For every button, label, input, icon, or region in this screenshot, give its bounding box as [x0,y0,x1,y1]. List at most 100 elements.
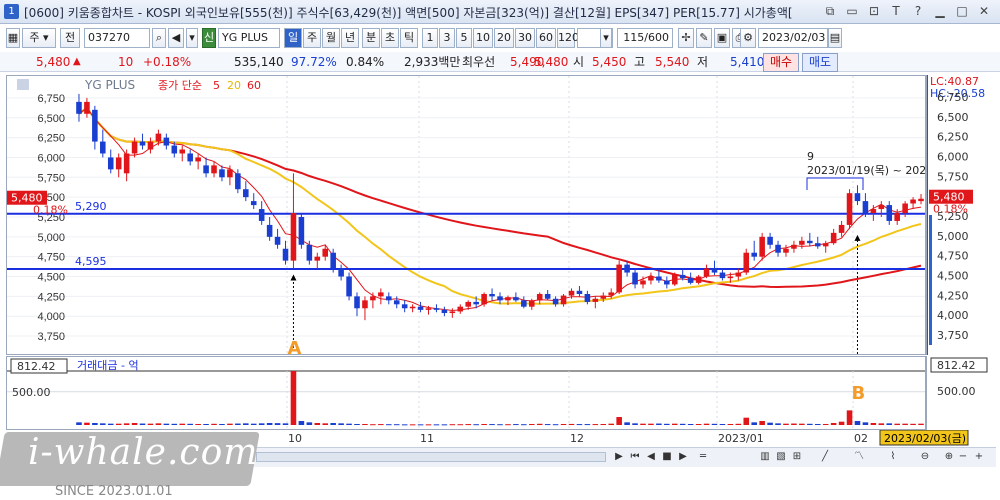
volume-bar [775,423,781,425]
volume-bar [171,423,178,425]
interval-dropdown-icon[interactable]: ▾ [600,28,612,48]
bar-icon[interactable]: ⊞ [792,451,802,462]
scroll-end-left-icon[interactable]: ▶ [615,451,623,462]
axis-range-bar [929,215,932,345]
help-icon[interactable]: ? [914,4,922,18]
dropdown-icon[interactable]: ▾ [186,28,198,48]
support-line-label: 4,595 [75,255,107,268]
chart-type-icon[interactable]: ▥ [760,451,770,462]
save-icon[interactable]: ▣ [714,28,730,48]
interval-30[interactable]: 30 [515,28,535,48]
scroll-track[interactable] [256,452,606,462]
date-input[interactable]: 2023/02/03 [758,28,828,48]
candle-body [799,240,805,245]
count-input[interactable]: 115/600 [617,28,673,48]
tab-minute[interactable]: 분 [362,28,380,48]
candle-body [298,216,305,245]
volume-bar [481,424,487,426]
y-tick-label-left: 5,000 [37,232,65,244]
volume-bar [465,424,472,426]
line-tool-icon[interactable]: ╱ [821,451,829,462]
zoom-slider-icon[interactable]: ═ [699,451,707,462]
trend-tool-icon[interactable]: 〽 [854,451,864,462]
price-chart[interactable]: 6,7506,5006,2506,0005,7505,5005,2505,000… [7,76,925,354]
y-tick-label-right: 4,250 [937,289,969,302]
volume-bar [219,424,225,426]
volume-bar [266,423,273,425]
tab-tick[interactable]: 틱 [400,28,418,48]
speaker-icon[interactable]: ◀ [168,28,184,48]
play-icon[interactable]: ▶ [679,451,687,462]
current-price-badge-text: 5,480 [933,191,965,204]
scroll-step-icon[interactable]: ⏮ [630,451,640,462]
font-icon[interactable]: T [892,4,900,18]
draw-icon[interactable]: ✎ [696,28,712,48]
volume-bar [695,424,702,426]
tab-month[interactable]: 월 [322,28,340,48]
settings-icon[interactable]: ⚙ [740,28,756,48]
interval-3[interactable]: 3 [439,28,455,48]
close-icon[interactable]: ✕ [978,4,990,18]
layout-icon[interactable]: ▭ [846,4,858,18]
candle-body [362,300,368,309]
candle-body [727,276,734,279]
volume-axis: 812.42 500.00 [926,356,996,430]
volume-bar [711,423,718,425]
sell-button[interactable]: 매도 [802,53,838,72]
y-tick-label-left: 6,250 [37,133,65,145]
zoom-in-icon[interactable]: ⊕ [944,451,954,462]
best-quote-label: 최우선 [462,55,496,69]
candle-body [791,244,797,249]
volume-bar [123,423,130,425]
price-chart-panel[interactable]: 6,750 6,500 6,250 6,000 5,750 5,500 5,250 5,000… [6,75,926,355]
maximize-icon[interactable]: □ [956,4,968,18]
volume-panel[interactable]: 거래대금 - 억 500.00 B 812.42 [6,356,926,430]
tab-week[interactable]: 주 [303,28,321,48]
volume-ratio: 97.72% [291,55,337,69]
candle-body [76,101,82,114]
price-change: 10 [118,55,134,69]
buy-button[interactable]: 매수 [763,53,799,72]
search-icon[interactable]: ⌕ [152,28,166,48]
stock-code-input[interactable]: 037270 [84,28,150,48]
candle-body [497,296,503,301]
candle-body [433,308,440,310]
scroll-prev-icon[interactable]: ◀ [647,451,655,462]
pin-icon[interactable]: ⊡ [868,4,880,18]
volume-bar [814,424,821,426]
volume-bar [807,423,813,425]
volume-bar [600,424,607,426]
volume-chart[interactable]: 거래대금 - 억 500.00 B 812.42 [7,357,925,429]
volume-bar [243,423,249,425]
period-combo[interactable]: 주 ▾ [22,28,56,48]
calendar-icon[interactable]: ▤ [828,28,842,48]
interval-1[interactable]: 1 [422,28,438,48]
interval-20[interactable]: 20 [494,28,514,48]
interval-60[interactable]: 60 [536,28,556,48]
tab-year[interactable]: 년 [341,28,359,48]
interval-120[interactable]: 120 [557,28,579,48]
grid-icon[interactable]: ▦ [6,28,20,48]
prev-button[interactable]: 전 [60,28,80,48]
stop-icon[interactable]: ■ [662,451,672,462]
candle-body [521,300,527,307]
zoom-plus-icon[interactable]: + [974,451,984,462]
volume-bar [576,424,583,426]
candle-icon[interactable]: ▧ [776,451,786,462]
tab-day[interactable]: 일 [284,28,302,48]
crosshair-icon[interactable]: ✢ [678,28,694,48]
candle-body [457,306,464,312]
interval-5[interactable]: 5 [456,28,472,48]
volume-bar [687,424,694,426]
minimize-icon[interactable]: ▁ [935,4,945,18]
best-ask: 5,490 [510,55,545,69]
measure-icon[interactable]: ⌇ [890,451,896,462]
zoom-out-icon[interactable]: ⊖ [920,451,930,462]
volume-bar [322,423,329,425]
interval-10[interactable]: 10 [473,28,493,48]
volume-bar [505,424,511,426]
zoom-minus-icon[interactable]: − [958,451,968,462]
link-window-icon[interactable]: ⧉ [825,4,835,18]
tab-second[interactable]: 초 [381,28,399,48]
candle-body [544,293,551,299]
